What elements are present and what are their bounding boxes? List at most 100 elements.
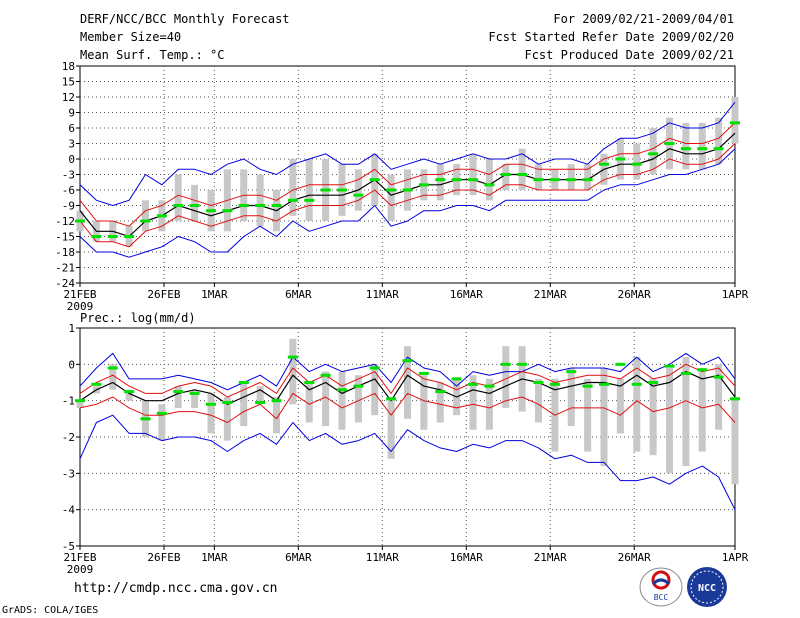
- prec-median-marker: [124, 390, 135, 394]
- prec-box: [371, 364, 379, 416]
- prec-min-line: [79, 414, 736, 510]
- temp-median-marker: [320, 188, 331, 192]
- prec-xtick-label: 1APR: [722, 551, 749, 564]
- temp-box: [142, 200, 149, 232]
- prec-box: [387, 397, 395, 459]
- temp-xtick-label: 16MAR: [450, 288, 483, 301]
- temp-median-marker: [582, 178, 593, 182]
- prec-xtick-label: 26MAR: [618, 551, 651, 564]
- prec-median-marker: [337, 388, 347, 392]
- prec-median-marker: [156, 411, 167, 415]
- prec-box: [240, 382, 248, 427]
- temp-box: [649, 128, 657, 175]
- temp-median-marker: [206, 209, 216, 213]
- temperature-panel: -24 -21 -18 -15 -12 -9 -6 -3 0 3 6 9 12 15 18 21FEB 26FE…: [55, 60, 748, 313]
- precip-panel-title: Prec.: log(mm/d): [80, 311, 196, 325]
- temp-median-marker: [697, 147, 708, 151]
- prec-box: [76, 400, 84, 408]
- prec-box: [174, 386, 182, 408]
- prec-ytick-label: 1: [68, 322, 75, 335]
- prec-median-marker: [599, 382, 609, 386]
- temp-median-marker: [271, 204, 282, 207]
- temp-median-marker: [468, 178, 478, 182]
- prec-median-marker: [582, 384, 593, 388]
- prec-ytick-label: -4: [62, 504, 76, 517]
- ncc-logo-text: NCC: [698, 583, 716, 594]
- temp-box: [387, 174, 395, 221]
- prec-median-marker: [500, 362, 511, 366]
- prec-box: [305, 382, 313, 423]
- prec-year-label: 2009: [67, 563, 94, 576]
- temp-ytick-label: 15: [62, 76, 75, 89]
- temp-box: [485, 159, 493, 201]
- prec-median-marker: [435, 390, 446, 394]
- prec-box: [354, 375, 362, 423]
- prec-median-marker: [468, 382, 478, 386]
- bcc-logo: BCC: [639, 567, 683, 607]
- prec-median-marker: [648, 381, 659, 384]
- prec-xtick-label: 21FEB: [63, 551, 96, 564]
- prec-box: [256, 386, 264, 405]
- prec-box: [502, 346, 510, 408]
- temp-box: [502, 164, 510, 190]
- temp-ytick-label: -12: [55, 215, 75, 228]
- prec-median-marker: [730, 397, 740, 401]
- prec-box: [666, 367, 673, 474]
- prec-box: [436, 382, 444, 423]
- temp-xtick-label: 1APR: [722, 288, 749, 301]
- prec-box: [273, 397, 280, 434]
- member-size-label: Member Size=40: [80, 30, 182, 44]
- temp-median-marker: [500, 173, 511, 176]
- temp-median-marker: [222, 209, 233, 213]
- prec-median-marker: [304, 381, 315, 384]
- temp-box: [191, 184, 199, 221]
- temp-ytick-label: 12: [62, 91, 75, 104]
- temp-median-marker: [386, 188, 397, 192]
- temp-upper-spread-line: [79, 122, 736, 227]
- temp-box: [633, 143, 641, 180]
- temp-lower-spread-line: [79, 143, 736, 248]
- temp-median-marker: [140, 219, 151, 223]
- prec-box: [420, 375, 428, 430]
- prec-median-marker: [189, 391, 200, 395]
- forecast-period-label: For 2009/02/21-2009/04/01: [553, 12, 734, 26]
- temp-median-marker: [124, 235, 135, 238]
- temp-ytick-label: -18: [55, 246, 75, 259]
- source-url[interactable]: http://cmdp.ncc.cma.gov.cn: [74, 581, 278, 596]
- temp-median-marker: [75, 219, 85, 223]
- temp-box: [584, 164, 592, 190]
- prec-median-marker: [287, 355, 298, 359]
- temp-median-marker: [337, 188, 347, 192]
- temp-median-marker: [287, 198, 298, 202]
- prec-median-marker: [615, 362, 626, 366]
- temp-box: [535, 164, 542, 190]
- temp-box: [469, 153, 477, 196]
- prec-median-marker: [107, 366, 118, 370]
- prec-box: [567, 367, 575, 427]
- prec-median-marker: [402, 359, 413, 363]
- precipitation-panel: -5 -4 -3 -2 -1 0 1 21FEB 26FEB 1MAR 6MAR 11MAR 16MAR…: [62, 322, 749, 576]
- prec-median-marker: [320, 373, 331, 377]
- prec-max-line: [79, 352, 736, 391]
- prec-median-marker: [713, 375, 724, 379]
- temp-ytick-label: 0: [68, 153, 75, 166]
- prec-box: [469, 375, 477, 430]
- temp-box: [731, 97, 739, 144]
- temp-median-marker: [353, 193, 364, 197]
- prec-median-marker: [664, 364, 675, 368]
- prec-box: [584, 378, 592, 452]
- chart-title: DERF/NCC/BCC Monthly Forecast: [80, 12, 290, 26]
- prec-ytick-label: -1: [62, 395, 75, 408]
- temp-box: [436, 164, 444, 201]
- prec-box: [535, 378, 542, 423]
- temp-median-marker: [631, 162, 642, 166]
- temp-xtick-label: 21MAR: [534, 288, 567, 301]
- prec-box: [289, 338, 297, 405]
- temp-median-marker: [533, 178, 544, 182]
- prec-box: [158, 404, 166, 441]
- temp-median-marker: [173, 204, 184, 207]
- prec-median-marker: [353, 384, 364, 388]
- prec-box: [207, 393, 215, 434]
- prec-box: [633, 357, 641, 452]
- temp-median-marker: [189, 204, 200, 207]
